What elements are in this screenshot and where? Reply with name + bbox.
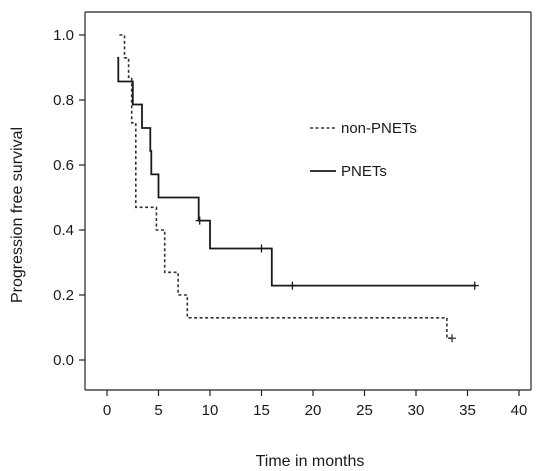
censor-mark-pnets-1 xyxy=(257,244,266,253)
legend-label-non-pnets: non-PNETs xyxy=(341,120,417,137)
censor-mark-pnets-2 xyxy=(288,281,297,290)
x-ticks: 0 5 10 15 20 25 30 35 40 xyxy=(103,390,528,419)
survival-curves xyxy=(117,34,476,339)
x-axis-title: Time in months xyxy=(256,453,365,470)
x-tick-label-5: 5 xyxy=(154,402,162,419)
curve-pnets xyxy=(117,56,476,287)
y-tick-label-0.6: 0.6 xyxy=(53,157,74,174)
legend-label-pnets: PNETs xyxy=(341,163,387,180)
y-tick-label-1.0: 1.0 xyxy=(53,27,74,44)
x-tick-label-25: 25 xyxy=(356,402,373,419)
censor-mark-pnets-3 xyxy=(470,281,479,290)
x-tick-label-40: 40 xyxy=(511,402,528,419)
y-tick-label-0.4: 0.4 xyxy=(53,222,74,239)
x-tick-label-20: 20 xyxy=(305,402,322,419)
plot-frame xyxy=(84,11,532,391)
censor-mark-pnets-0 xyxy=(195,216,204,225)
y-tick-label-0.8: 0.8 xyxy=(53,92,74,109)
curve-non-pnets xyxy=(119,34,454,339)
x-tick-label-15: 15 xyxy=(253,402,270,419)
y-tick-label-0.2: 0.2 xyxy=(53,287,74,304)
censor-marks xyxy=(195,216,479,343)
x-tick-label-30: 30 xyxy=(408,402,425,419)
x-tick-label-35: 35 xyxy=(459,402,476,419)
censor-mark-non-pnets-0 xyxy=(448,334,457,343)
y-ticks: 0.0 0.2 0.4 0.6 0.8 1.0 xyxy=(53,27,85,369)
legend: non-PNETs PNETs xyxy=(310,120,417,180)
y-tick-label-0.0: 0.0 xyxy=(53,352,74,369)
x-tick-label-10: 10 xyxy=(202,402,219,419)
y-axis-title: Progression free survival xyxy=(9,127,26,303)
x-tick-label-0: 0 xyxy=(103,402,111,419)
